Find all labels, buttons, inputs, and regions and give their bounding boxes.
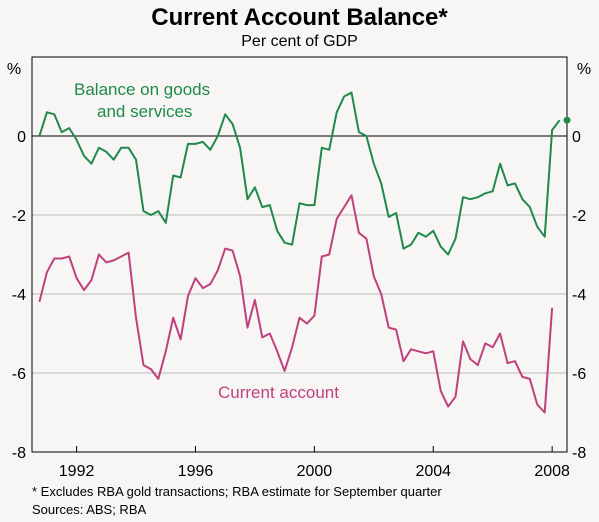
x-tick-label: 2008 — [534, 463, 570, 480]
series-line-goods-services — [38, 91, 561, 256]
y-tick-label-left: -6 — [12, 366, 26, 383]
y-tick-labels: 0 0 -2 -2 -4 -4 -6 -6 -8 -8 — [12, 129, 587, 462]
x-tick-label: 1992 — [59, 463, 95, 480]
y-tick-label-left: -8 — [12, 445, 26, 462]
series-label-goods-services-line1: Balance on goods — [74, 80, 210, 99]
series-label-current-account: Current account — [218, 383, 339, 402]
footnote: * Excludes RBA gold transactions; RBA es… — [32, 484, 442, 499]
y-tick-label-right: -8 — [572, 445, 586, 462]
x-tick-label: 1996 — [178, 463, 214, 480]
y-tick-label-left: -2 — [12, 208, 26, 225]
estimate-point — [563, 116, 571, 124]
gridlines — [32, 135, 567, 374]
y-tick-label-right: -6 — [572, 366, 586, 383]
y-tick-label-right: 0 — [572, 129, 581, 146]
y-axis-unit-left: % — [7, 61, 21, 78]
series-line-current-account — [38, 194, 554, 414]
series-label-goods-services-line2: and services — [97, 102, 192, 121]
x-tick-label: 2000 — [297, 463, 333, 480]
x-tick-label: 2004 — [415, 463, 451, 480]
y-tick-label-right: -2 — [572, 208, 586, 225]
y-tick-label-right: -4 — [572, 287, 586, 304]
y-tick-label-left: 0 — [17, 129, 26, 146]
sources-note: Sources: ABS; RBA — [32, 502, 146, 517]
y-tick-label-left: -4 — [12, 287, 26, 304]
x-tick-labels: 1992 1996 2000 2004 2008 — [59, 446, 570, 480]
series-lines — [38, 91, 571, 414]
plot-frame — [31, 56, 568, 453]
y-axis-unit-right: % — [577, 61, 591, 78]
chart-title: Current Account Balance* — [151, 4, 448, 31]
chart-subtitle: Per cent of GDP — [241, 33, 358, 50]
